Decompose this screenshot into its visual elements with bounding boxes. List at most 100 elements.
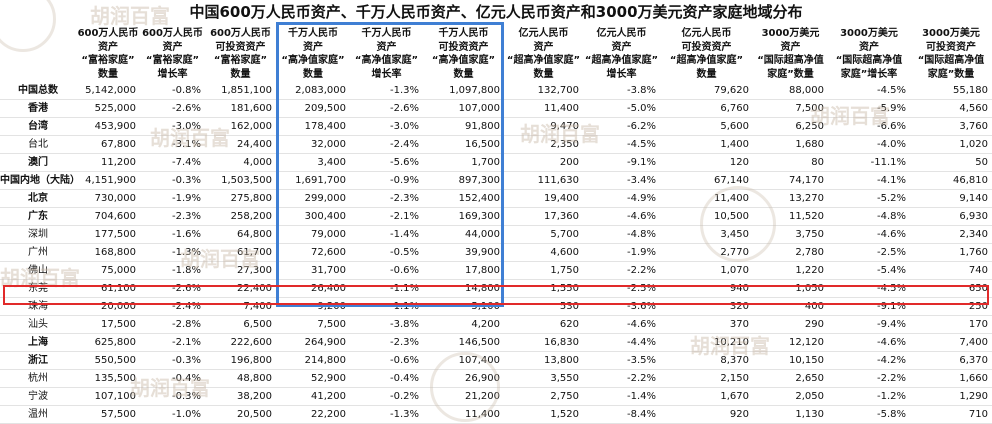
table-cell: -2.6% [171,283,201,294]
table-cell: 16,500 [465,139,500,150]
table-cell: 20,000 [101,301,136,312]
table-row: 温州 57,500 -1.0% 20,500 22,200 -1.3% 11,400 1,52… [0,406,992,424]
table-cell: 6,250 [795,121,824,132]
region-name: 中国总数 [18,85,58,96]
region-name: 广州 [28,247,48,258]
table-cell: 72,600 [311,247,346,258]
table-cell: 7,500 [317,319,346,330]
table-cell: -1.4% [389,229,419,240]
table-cell: 4,200 [471,319,500,330]
table-cell: -2.6% [389,103,419,114]
table-cell: 1,750 [550,265,579,276]
table-cell: 44,000 [465,229,500,240]
table-cell: 79,000 [311,229,346,240]
table-cell: -0.3% [171,355,201,366]
table-cell: 7,400 [243,301,272,312]
region-name: 香港 [28,103,48,114]
table-body: 中国总数 5,142,000 -0.8% 1,851,100 2,083,000 -1.3… [0,82,992,424]
table-cell: -7.4% [171,157,201,168]
table-row: 宁波 107,100 -0.3% 38,200 41,200 -0.2% 21,200 2,7… [0,388,992,406]
table-cell: 107,000 [458,103,500,114]
table-cell: 1,760 [959,247,988,258]
table-cell: 61,700 [237,247,272,258]
column-header: 千万人民币 资产 “高净值家庭” 增长率 [354,28,419,80]
table-cell: 5,100 [471,301,500,312]
table-cell: -4.8% [876,211,906,222]
table-cell: 1,691,700 [295,175,346,186]
table-cell: 320 [729,301,749,312]
table-cell: -0.8% [171,85,201,96]
region-name: 佛山 [28,265,48,276]
table-row: 澳门 11,200 -7.4% 4,000 3,400 -5.6% 1,700 200 -9.1… [0,154,992,172]
table-cell: -4.5% [876,283,906,294]
table-cell: 920 [729,409,749,420]
table-cell: -2.1% [389,211,419,222]
table-cell: -1.9% [171,193,201,204]
table-row: 中国总数 5,142,000 -0.8% 1,851,100 2,083,000 -1.3… [0,82,992,100]
table-cell: 120 [729,157,749,168]
table-cell: -2.3% [389,337,419,348]
table-row: 台北 67,800 -3.1% 24,400 32,000 -2.4% 16,500 2,35… [0,136,992,154]
table-cell: 275,800 [230,193,272,204]
table-cell: 730,000 [94,193,136,204]
table-cell: 3,760 [959,121,988,132]
table-cell: -5.2% [876,193,906,204]
table-cell: 152,400 [458,193,500,204]
table-cell: 710 [968,409,988,420]
table-cell: 1,020 [959,139,988,150]
table-cell: 38,200 [237,391,272,402]
table-cell: 9,200 [317,301,346,312]
table-cell: 32,000 [311,139,346,150]
table-cell: -3.4% [626,175,656,186]
table-cell: 13,270 [789,193,824,204]
region-name: 汕头 [28,319,48,330]
region-name: 东莞 [28,283,48,294]
table-cell: 26,900 [465,373,500,384]
table-cell: -2.4% [389,139,419,150]
table-cell: 704,600 [94,211,136,222]
table-cell: -0.4% [389,373,419,384]
table-cell: 48,800 [237,373,272,384]
table-cell: 20,500 [237,409,272,420]
table-cell: 2,150 [720,373,749,384]
table-cell: 46,810 [953,175,988,186]
table-cell: 3,400 [317,157,346,168]
table-cell: 107,100 [94,391,136,402]
table-cell: 5,700 [550,229,579,240]
table-cell: 88,000 [789,85,824,96]
table-cell: 67,140 [714,175,749,186]
table-cell: 222,600 [230,337,272,348]
table-cell: 21,200 [465,391,500,402]
table-cell: -1.1% [389,301,419,312]
table-cell: 74,170 [789,175,824,186]
table-cell: 3,450 [720,229,749,240]
table-cell: 550,500 [94,355,136,366]
table-cell: 214,800 [304,355,346,366]
table-cell: 132,700 [537,85,579,96]
table-cell: -1.9% [626,247,656,258]
table-cell: -1.4% [626,391,656,402]
table-cell: -2.2% [626,373,656,384]
table-cell: 264,900 [304,337,346,348]
table-cell: 7,500 [795,103,824,114]
region-name: 台湾 [28,121,48,132]
table-cell: -3.1% [171,139,201,150]
table-cell: 1,680 [795,139,824,150]
table-cell: -1.3% [389,85,419,96]
column-header: 千万人民币 资产 “高净值家庭” 数量 [281,28,345,80]
table-cell: 1,070 [720,265,749,276]
table-cell: -1.3% [171,247,201,258]
table-row: 汕头 17,500 -2.8% 6,500 7,500 -3.8% 4,200 620 -4.6… [0,316,992,334]
region-name: 浙江 [28,355,48,366]
table-row: 上海 625,800 -2.1% 222,600 264,900 -2.3% 146,500… [0,334,992,352]
table-cell: -3.8% [626,85,656,96]
table-cell: -4.0% [876,139,906,150]
table-cell: 299,000 [304,193,346,204]
table-cell: 170 [968,319,988,330]
table-cell: -1.6% [171,229,201,240]
table-cell: 14,800 [465,283,500,294]
table-cell: -3.6% [626,301,656,312]
table-cell: 1,851,100 [221,85,272,96]
table-cell: -0.6% [389,265,419,276]
table-cell: -9.4% [876,319,906,330]
